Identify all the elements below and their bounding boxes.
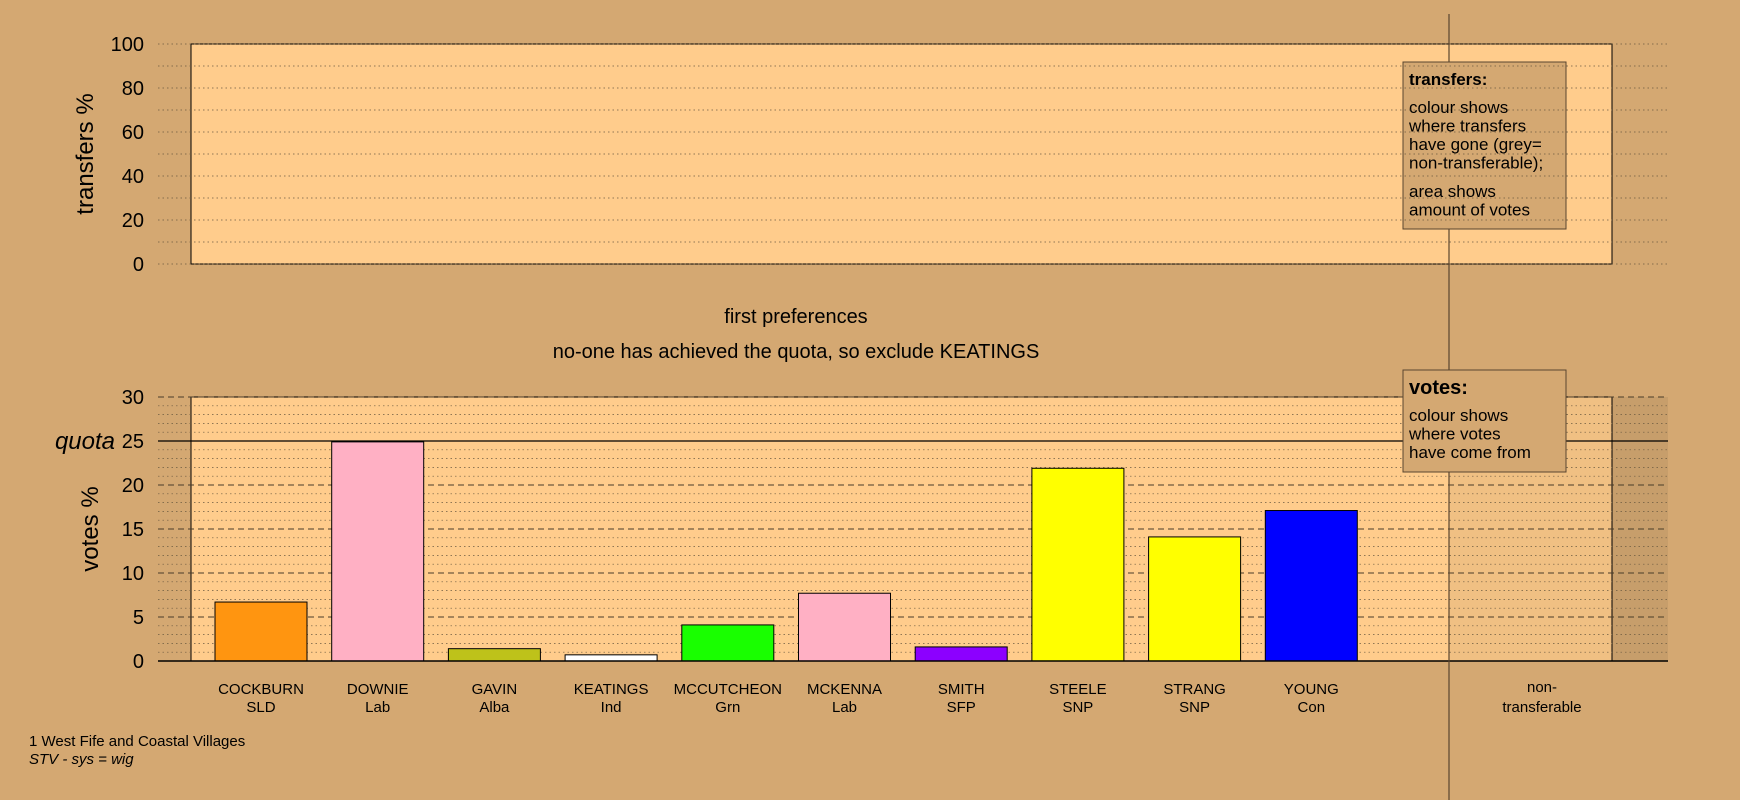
transfers-tick-label: 60: [122, 122, 144, 144]
bar-mccutcheon: [681, 624, 775, 662]
candidate-name: DOWNIE: [347, 681, 409, 698]
votes-legend-line: where votes: [1408, 425, 1501, 444]
candidate-name: STRANG: [1163, 681, 1226, 698]
votes-legend-box: [1402, 369, 1567, 473]
non-transferable-label-line1: non-: [1527, 679, 1557, 696]
candidate-labels: COCKBURNSLDDOWNIELabGAVINAlbaKEATINGSInd…: [218, 679, 1582, 716]
bar-steele: [1031, 467, 1125, 662]
candidate-party: Ind: [601, 699, 622, 716]
system-label: STV - sys = wig: [29, 751, 134, 768]
quota-label: quota: [55, 428, 115, 455]
votes-tick-label: 15: [122, 519, 144, 541]
bar-cockburn: [214, 601, 308, 662]
transfers-tick-label: 0: [133, 254, 144, 276]
non-transferable-label-line2: transferable: [1502, 699, 1581, 716]
votes-y-ticks: 0 5 10 15 20 25 30: [122, 387, 144, 673]
bar-mckenna: [798, 592, 891, 662]
constituency-label: 1 West Fife and Coastal Villages: [29, 733, 246, 750]
candidate-party: Lab: [832, 699, 857, 716]
candidate-name: MCKENNA: [807, 681, 882, 698]
candidate-name: KEATINGS: [574, 681, 649, 698]
transfers-legend-line: non-transferable);: [1409, 154, 1543, 173]
votes-bars: [214, 441, 1358, 662]
transfers-legend-box: [1402, 61, 1567, 230]
bar-smith: [914, 646, 1008, 662]
bar-downie: [331, 441, 425, 662]
votes-tick-label: 0: [133, 651, 144, 673]
candidate-party: Lab: [365, 699, 390, 716]
transfers-y-axis-label: transfers %: [72, 93, 99, 214]
candidate-name: MCCUTCHEON: [674, 681, 782, 698]
transfers-legend-line: colour shows: [1409, 98, 1508, 117]
transfers-legend-title: transfers:: [1409, 70, 1487, 89]
candidate-name: GAVIN: [472, 681, 518, 698]
chart-title: first preferences: [724, 306, 867, 328]
candidate-party: SNP: [1062, 699, 1093, 716]
transfers-tick-label: 40: [122, 166, 144, 188]
candidate-party: SFP: [947, 699, 976, 716]
transfers-y-ticks: 0 20 40 60 80 100: [111, 34, 144, 276]
candidate-name: COCKBURN: [218, 681, 304, 698]
votes-legend-line: have come from: [1409, 443, 1531, 462]
bar-young: [1264, 510, 1358, 662]
candidate-name: YOUNG: [1284, 681, 1339, 698]
transfers-legend-line: where transfers: [1408, 117, 1526, 136]
votes-tick-label: 25: [122, 431, 144, 453]
transfers-tick-label: 100: [111, 34, 144, 56]
votes-tick-label: 30: [122, 387, 144, 409]
candidate-party: SLD: [246, 699, 275, 716]
votes-tick-label: 5: [133, 607, 144, 629]
votes-tick-label: 10: [122, 563, 144, 585]
transfers-legend-line: amount of votes: [1409, 201, 1530, 220]
transfers-tick-label: 20: [122, 210, 144, 232]
candidate-party: Con: [1298, 699, 1326, 716]
candidate-party: Alba: [479, 699, 510, 716]
chart-subtitle: no-one has achieved the quota, so exclud…: [553, 341, 1040, 363]
candidate-name: STEELE: [1049, 681, 1107, 698]
votes-legend-title: votes:: [1409, 377, 1468, 399]
candidate-party: Grn: [715, 699, 740, 716]
candidate-name: SMITH: [938, 681, 985, 698]
bar-keatings: [564, 654, 658, 662]
transfers-legend-line: area shows: [1409, 182, 1496, 201]
votes-y-axis-label: votes %: [77, 486, 104, 571]
transfers-tick-label: 80: [122, 78, 144, 100]
transfers-legend-line: have gone (grey=: [1409, 135, 1542, 154]
bar-strang: [1148, 536, 1242, 662]
bar-gavin: [447, 648, 541, 662]
candidate-party: SNP: [1179, 699, 1210, 716]
footer: 1 West Fife and Coastal Villages STV - s…: [29, 733, 245, 769]
votes-legend-line: colour shows: [1409, 406, 1508, 425]
votes-tick-label: 20: [122, 475, 144, 497]
